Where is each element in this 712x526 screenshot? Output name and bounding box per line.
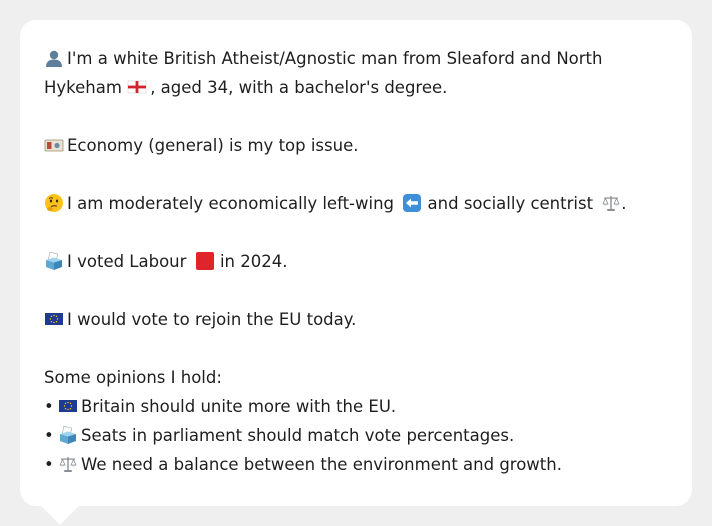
- red-square-icon: [195, 251, 215, 271]
- top-issue-text: Economy (general) is my top issue.: [67, 136, 359, 155]
- stance-social: and socially centrist: [427, 194, 594, 213]
- left-arrow-icon: [402, 193, 422, 213]
- opinion-text: We need a balance between the environmen…: [81, 455, 562, 474]
- bullet-marker: •: [44, 455, 54, 474]
- intro-line-1: I'm a white British Atheist/Agnostic man…: [67, 49, 603, 68]
- intro-constituency: Hykeham: [44, 78, 122, 97]
- opinions-list: • Britain should unite more with the EU.…: [44, 392, 668, 479]
- ballot-box-icon: [58, 425, 78, 445]
- balance-scale-icon: [601, 193, 621, 213]
- thinking-face-icon: [44, 193, 64, 213]
- eu-stance: I would vote to rejoin the EU today.: [44, 305, 668, 334]
- stance-economic: I am moderately economically left-wing: [67, 194, 395, 213]
- eu-text: I would vote to rejoin the EU today.: [67, 310, 357, 329]
- intro-line-2: , aged 34, with a bachelor's degree.: [150, 78, 448, 97]
- vote-history: I voted Labour in 2024.: [44, 247, 668, 276]
- bubble-tail: [40, 505, 80, 525]
- bullet-marker: •: [44, 397, 54, 416]
- balance-scale-icon: [58, 454, 78, 474]
- opinions-heading: Some opinions I hold:: [44, 368, 222, 387]
- opinions-section: Some opinions I hold: • Britain should u…: [44, 363, 668, 479]
- stance-end: .: [621, 194, 627, 213]
- opinion-text: Seats in parliament should match vote pe…: [81, 426, 515, 445]
- top-issue: Economy (general) is my top issue.: [44, 131, 668, 160]
- bullet-marker: •: [44, 426, 54, 445]
- profile-message-bubble: I'm a white British Atheist/Agnostic man…: [20, 20, 692, 506]
- ballot-box-icon: [44, 251, 64, 271]
- eu-flag-icon: [44, 309, 64, 329]
- vote-year: in 2024.: [219, 252, 288, 271]
- political-stance: I am moderately economically left-wing a…: [44, 189, 668, 218]
- profile-intro: I'm a white British Atheist/Agnostic man…: [44, 44, 668, 102]
- list-item: • Seats in parliament should match vote …: [44, 421, 668, 450]
- vote-text: I voted Labour: [67, 252, 187, 271]
- england-flag-icon: [127, 77, 147, 97]
- eu-flag-icon: [58, 396, 78, 416]
- money-banknote-icon: [44, 135, 64, 155]
- person-silhouette-icon: [44, 48, 64, 68]
- list-item: • Britain should unite more with the EU.: [44, 392, 668, 421]
- opinion-text: Britain should unite more with the EU.: [81, 397, 397, 416]
- list-item: • We need a balance between the environm…: [44, 450, 668, 479]
